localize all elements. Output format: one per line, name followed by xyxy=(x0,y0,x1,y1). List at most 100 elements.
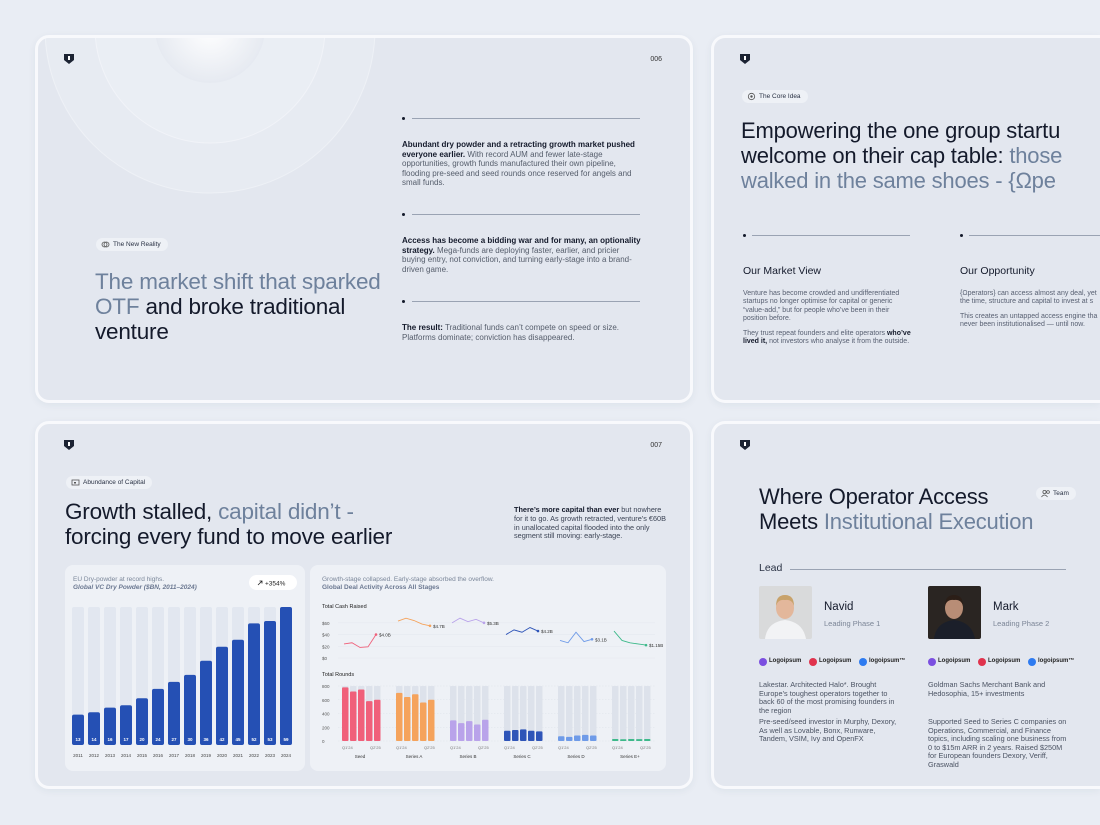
point-bold: Access has become a bidding war and for … xyxy=(402,236,641,255)
portrait xyxy=(928,586,981,639)
decor-circles xyxy=(44,38,376,194)
text: They trust repeat founders and elite ope… xyxy=(743,329,886,337)
bar-track xyxy=(512,686,519,741)
round-bar xyxy=(358,689,365,741)
quarter-label: Q2’25 xyxy=(424,745,435,750)
deal-activity-chart: Growth-stage collapsed. Early-stage abso… xyxy=(322,576,663,759)
bar-value-label: 16 xyxy=(107,737,113,742)
y-tick-label: 400 xyxy=(322,712,330,717)
heading-dark: Empowering the one group startu xyxy=(741,118,1061,143)
logo-icon xyxy=(928,658,936,666)
bar xyxy=(216,646,228,745)
person-bio: Pre-seed/seed investor in Murphy, Dexory… xyxy=(759,717,897,744)
line: never been institutionalised — until now… xyxy=(960,321,1085,329)
section-label: Lead xyxy=(759,562,783,574)
bar-value-label: 30 xyxy=(187,737,193,742)
logo-text: Logoipsum xyxy=(938,658,971,664)
bar xyxy=(88,712,100,745)
logo-text: Logoipsum xyxy=(988,658,1021,664)
bullet xyxy=(960,234,963,237)
divider xyxy=(969,235,1100,236)
logo-text: Logoipsum xyxy=(769,658,802,664)
round-bar xyxy=(374,699,381,741)
page-number: 007 xyxy=(650,442,662,449)
bar-track xyxy=(590,686,597,741)
bar xyxy=(264,621,276,745)
divider xyxy=(412,301,640,302)
note: There’s more capital than ever but nowhe… xyxy=(514,505,666,541)
portrait-head xyxy=(945,597,963,619)
heading-muted: capital didn’t - xyxy=(218,499,354,524)
cash-end-dot xyxy=(482,621,486,625)
note-bold: There’s more capital than ever xyxy=(514,505,620,514)
point-bold: The result: xyxy=(402,323,443,332)
quarter-label: Q1’24 xyxy=(396,745,407,750)
group-label: Series E+ xyxy=(620,754,640,759)
divider xyxy=(412,118,640,119)
logo-text: logoipsum™ xyxy=(869,658,906,664)
brand-logo xyxy=(740,54,750,64)
person-name: Mark xyxy=(993,601,1019,613)
bullet xyxy=(402,213,405,216)
note-text: but nowhere for it to go. As growth retr… xyxy=(514,505,666,541)
round-bar xyxy=(350,691,357,741)
point: The result: Traditional funds can’t comp… xyxy=(402,323,642,342)
x-tick-label: 2023 xyxy=(265,753,276,758)
cash-line xyxy=(559,631,593,644)
cash-label: $4.7B xyxy=(433,624,445,629)
round-bar xyxy=(428,699,435,741)
bar-track xyxy=(644,686,651,741)
x-tick-label: 2021 xyxy=(233,753,244,758)
bar-track xyxy=(558,686,565,741)
line: the time, structure and capital to inves… xyxy=(960,298,1094,306)
tag-text: Abundance of Capital xyxy=(83,479,146,486)
round-bar xyxy=(590,735,597,741)
tag-text: The New Reality xyxy=(113,241,161,248)
bar-track xyxy=(520,686,527,741)
logo-icon xyxy=(978,658,986,666)
portrait xyxy=(759,586,812,639)
slide-card: 007 Abundance of Capital Growth stalled,… xyxy=(35,421,693,789)
bar-value-label: 13 xyxy=(75,737,81,742)
logo-shape xyxy=(759,658,767,666)
logo-text: logoipsum™ xyxy=(1038,658,1075,664)
x-tick-label: 2012 xyxy=(89,753,100,758)
slide-card: 006 The New Reality The market shift tha… xyxy=(35,35,693,403)
bar-track xyxy=(636,686,643,741)
group-label: Seed xyxy=(355,754,366,759)
bar-track xyxy=(628,686,635,741)
tag-pill: The New Reality xyxy=(96,238,168,251)
heading-dark: Meets xyxy=(759,509,818,534)
bar-track xyxy=(88,607,100,745)
round-bar xyxy=(396,692,403,741)
x-tick-label: 2022 xyxy=(249,753,260,758)
y-tick-label: $40 xyxy=(322,633,330,638)
portrait-body xyxy=(934,620,975,639)
group-label: Series D xyxy=(567,754,585,759)
badge-icon xyxy=(257,580,263,586)
y-tick-label: $20 xyxy=(322,644,330,649)
bar-track xyxy=(528,686,535,741)
x-tick-label: 2020 xyxy=(217,753,228,758)
portrait-hair xyxy=(776,595,794,606)
round-bar xyxy=(412,694,419,741)
bar-value-label: 42 xyxy=(219,737,225,742)
bar-track xyxy=(620,686,627,741)
point-bold: Abundant dry powder and a retracting gro… xyxy=(402,140,635,159)
tag-pill: Abundance of Capital xyxy=(66,476,153,489)
heading-muted: Institutional Execution xyxy=(823,509,1034,534)
cash-end-dot xyxy=(428,624,432,628)
cash-label: $4.2B xyxy=(541,629,553,634)
bar-value-label: 14 xyxy=(91,737,97,742)
bullet xyxy=(402,300,405,303)
x-tick-label: 2014 xyxy=(121,753,132,758)
quarter-label: Q1’24 xyxy=(612,745,623,750)
logo-shape xyxy=(859,658,867,666)
divider xyxy=(790,569,1066,570)
cash-label: $1.15B xyxy=(649,643,663,648)
round-bar xyxy=(342,687,349,741)
cash-label: $3.1B xyxy=(595,637,607,642)
round-bar xyxy=(404,697,411,741)
